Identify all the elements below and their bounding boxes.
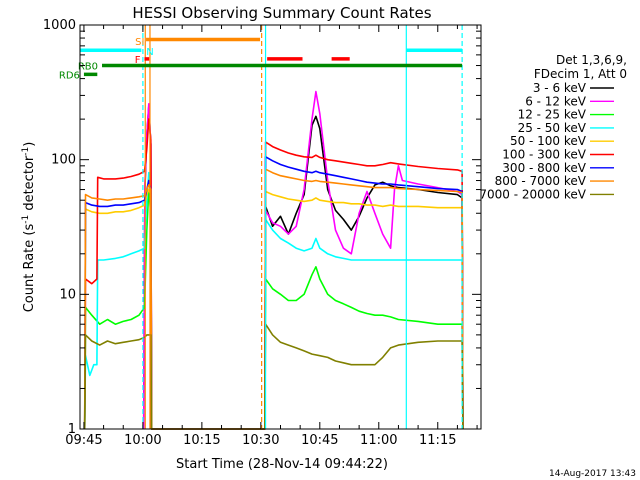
- x-axis-label: Start Time (28-Nov-14 09:44:22): [176, 457, 388, 472]
- legend-header-1: Det 1,3,6,9,: [556, 53, 627, 67]
- series-line-25-50-kev: [83, 171, 464, 430]
- x-tick-label-09-45: 09:45: [65, 433, 102, 448]
- series-line-50-100-kev: [83, 188, 464, 430]
- legend-label-3-6-kev: 3 - 6 keV: [533, 81, 587, 95]
- x-tick-label-10-45: 10:45: [301, 433, 338, 448]
- legend-label-100-300-kev: 100 - 300 keV: [502, 148, 586, 162]
- series-line-7000-20000-kev: [83, 323, 464, 430]
- series-line-300-800-kev: [83, 156, 464, 430]
- series-line-100-300-kev: [83, 118, 464, 430]
- x-tick-label-10-15: 10:15: [183, 433, 220, 448]
- flag-label-flare: F: [135, 55, 141, 66]
- vline-layer: [142, 25, 463, 429]
- y-axis-label-main: Count Rate (s: [22, 224, 37, 313]
- legend-label-25-50-kev: 25 - 50 keV: [518, 121, 587, 135]
- y-axis-label-sup2: -1: [21, 147, 31, 156]
- y-tick-label-1: 1: [68, 422, 76, 437]
- series-line-12-25-kev: [83, 188, 464, 430]
- legend-label-300-800-kev: 300 - 800 keV: [502, 161, 586, 175]
- legend-label-50-100-kev: 50 - 100 keV: [510, 134, 587, 148]
- series-line-3-6-kev: [142, 105, 464, 430]
- y-tick-label-1000: 1000: [43, 18, 76, 33]
- footer-date: 14-Aug-2017 13:43: [549, 469, 636, 479]
- y-tick-label-10: 10: [59, 287, 76, 302]
- x-tick-label-10-30: 10:30: [242, 433, 279, 448]
- flag-label-n: N: [146, 47, 153, 58]
- x-tick-label-11-15: 11:15: [419, 433, 456, 448]
- flag-label-rb0: RB0: [78, 62, 98, 73]
- y-tick-label-100: 100: [51, 153, 76, 168]
- x-tick-label-11-00: 11:00: [360, 433, 397, 448]
- legend-header-2: FDecim 1, Att 0: [534, 67, 627, 81]
- y-axis-label: Count Rate (s-1 detector-1): [21, 142, 37, 313]
- legend-label-6-12-kev: 6 - 12 keV: [525, 94, 587, 108]
- chart-title: HESSI Observing Summary Count Rates: [132, 4, 431, 22]
- flag-label-si: SI: [135, 37, 144, 48]
- legend-label-800-7000-kev: 800 - 7000 keV: [495, 174, 587, 188]
- series-line-800-7000-kev: [83, 168, 464, 430]
- flag-label-rd6: RD6: [59, 70, 80, 81]
- y-axis-label-end: ): [22, 142, 37, 147]
- tick-layer: 09:45 10:00 10:15 10:30 10:45 11:00 11:15 1 10 10…: [43, 18, 481, 448]
- legend-label-7000-20000-kev: 7000 - 20000 keV: [479, 187, 586, 201]
- y-axis-label-sup1: -1: [21, 215, 31, 224]
- x-tick-label-10-00: 10:00: [124, 433, 161, 448]
- y-axis-label-mid: detector: [22, 155, 37, 215]
- legend-label-12-25-kev: 12 - 25 keV: [518, 108, 587, 122]
